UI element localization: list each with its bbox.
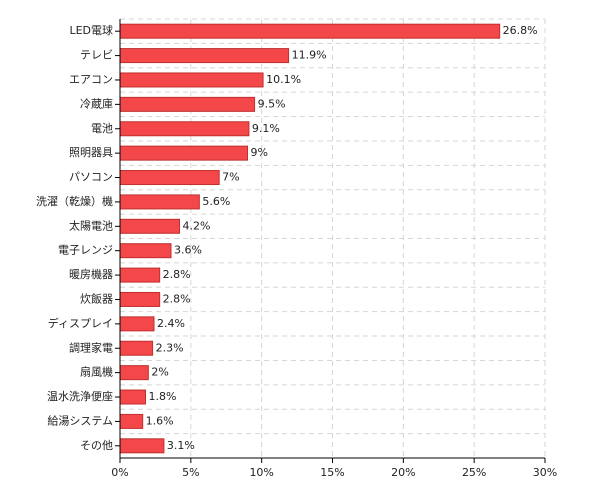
x-tick-label: 0%: [111, 466, 128, 479]
y-tick-label: 炊飯器: [80, 291, 113, 305]
y-tick-label: 給湯システム: [47, 413, 113, 427]
bar: [119, 291, 161, 307]
bar: [119, 96, 256, 112]
bar: [119, 389, 146, 405]
value-label: 10.1%: [266, 73, 301, 86]
bar: [119, 23, 501, 39]
y-tick-label: 照明器具: [69, 146, 113, 159]
y-tick-label: 洗濯（乾燥）機: [36, 194, 113, 208]
value-label: 2.4%: [157, 317, 185, 330]
value-label: 2.8%: [163, 292, 191, 305]
y-tick-label: パソコン: [69, 171, 113, 184]
y-tick-label: その他: [80, 439, 113, 452]
x-tick-label: 20%: [391, 466, 415, 479]
y-tick-label: 電子レンジ: [58, 244, 113, 257]
y-tick-label: 暖房機器: [69, 267, 113, 281]
bar: [119, 170, 220, 186]
y-tick-label: LED電球: [69, 23, 113, 37]
bar: [119, 243, 172, 259]
value-label: 26.8%: [503, 24, 538, 37]
y-tick-label: 温水洗浄便座: [47, 389, 113, 403]
bar: [119, 48, 290, 64]
y-tick-label: テレビ: [80, 49, 113, 62]
value-label: 1.6%: [146, 414, 174, 427]
bar: [119, 194, 200, 210]
value-label: 3.6%: [174, 244, 202, 257]
bar: [119, 438, 165, 454]
value-label: 9.1%: [252, 122, 280, 135]
value-label: 3.1%: [167, 439, 195, 452]
x-tick-label: 10%: [249, 466, 273, 479]
value-label: 2%: [151, 366, 168, 379]
value-label: 7%: [222, 171, 239, 184]
bar: [119, 267, 161, 283]
value-label: 1.8%: [149, 390, 177, 403]
bar: [119, 340, 154, 356]
x-tick-label: 5%: [182, 466, 199, 479]
bar: [119, 121, 250, 137]
bar: [119, 145, 248, 161]
y-tick-label: 電池: [91, 122, 113, 135]
y-tick-label: 扇風機: [80, 365, 113, 379]
value-label: 2.8%: [163, 268, 191, 281]
y-tick-label: エアコン: [69, 73, 113, 86]
bar: [119, 316, 155, 332]
y-tick-label: 冷蔵庫: [80, 96, 113, 110]
value-label: 2.3%: [156, 341, 184, 354]
bar: [119, 365, 149, 381]
value-label: 11.9%: [292, 49, 327, 62]
value-label: 5.6%: [202, 195, 230, 208]
value-label: 9.5%: [258, 97, 286, 110]
value-label: 9%: [251, 146, 268, 159]
bar: [119, 218, 180, 234]
x-tick-label: 25%: [462, 466, 486, 479]
bar: [119, 72, 264, 88]
x-tick-label: 30%: [533, 466, 557, 479]
y-tick-label: ディスプレイ: [48, 316, 113, 330]
x-tick-label: 15%: [320, 466, 344, 479]
value-label: 4.2%: [183, 219, 211, 232]
y-tick-label: 太陽電池: [69, 219, 113, 232]
bar: [119, 413, 144, 429]
y-tick-label: 調理家電: [69, 340, 113, 354]
